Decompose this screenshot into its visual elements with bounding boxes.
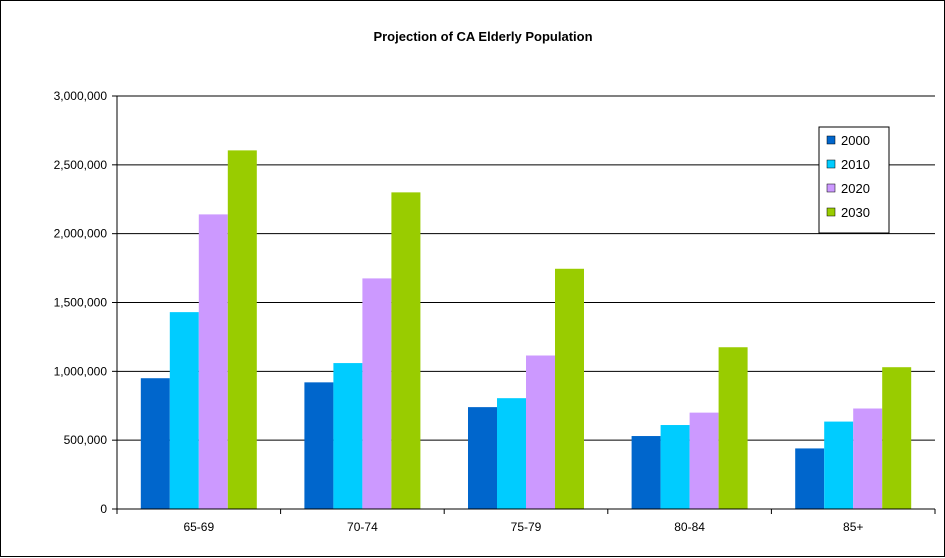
bar bbox=[882, 367, 912, 509]
bar bbox=[718, 347, 748, 509]
legend-swatch bbox=[826, 183, 836, 193]
bar bbox=[631, 436, 661, 509]
x-tick-label: 75-79 bbox=[511, 520, 542, 534]
x-tick-label: 70-74 bbox=[347, 520, 378, 534]
y-tick-label: 3,000,000 bbox=[54, 89, 108, 103]
legend: 2000 2010 2020 2030 bbox=[818, 126, 890, 234]
bar bbox=[304, 382, 334, 509]
x-tick-label: 85+ bbox=[843, 520, 863, 534]
bar bbox=[853, 408, 883, 509]
legend-swatch bbox=[826, 159, 836, 169]
bar bbox=[660, 425, 690, 509]
legend-label: 2030 bbox=[841, 205, 870, 220]
bar bbox=[169, 312, 199, 509]
legend-swatch bbox=[826, 135, 836, 145]
y-tick-label: 2,000,000 bbox=[54, 227, 108, 241]
y-tick-label: 0 bbox=[100, 502, 107, 516]
bar bbox=[227, 150, 257, 509]
bar bbox=[526, 355, 555, 509]
legend-swatch bbox=[826, 207, 836, 217]
legend-label: 2000 bbox=[841, 133, 870, 148]
bar bbox=[824, 421, 854, 509]
bar bbox=[198, 214, 228, 510]
axes: 0 500,000 1,000,000 1,500,000 2,000,000 2,500… bbox=[54, 89, 936, 534]
y-tick-label: 1,000,000 bbox=[54, 364, 108, 378]
bar bbox=[333, 363, 363, 509]
bar bbox=[795, 448, 825, 509]
bar bbox=[689, 412, 719, 509]
x-tick-label: 80-84 bbox=[674, 520, 705, 534]
bar bbox=[497, 398, 526, 509]
x-tick-label: 65-69 bbox=[183, 520, 214, 534]
legend-label: 2010 bbox=[841, 157, 870, 172]
chart-title: Projection of CA Elderly Population bbox=[373, 29, 592, 44]
bar bbox=[555, 268, 584, 509]
y-tick-label: 500,000 bbox=[64, 433, 108, 447]
bar bbox=[362, 278, 392, 509]
bar bbox=[140, 378, 170, 509]
y-tick-label: 1,500,000 bbox=[54, 296, 108, 310]
bar bbox=[468, 407, 497, 509]
bar bbox=[391, 192, 421, 509]
bars bbox=[140, 150, 912, 510]
y-tick-label: 2,500,000 bbox=[54, 158, 108, 172]
legend-label: 2020 bbox=[841, 181, 870, 196]
